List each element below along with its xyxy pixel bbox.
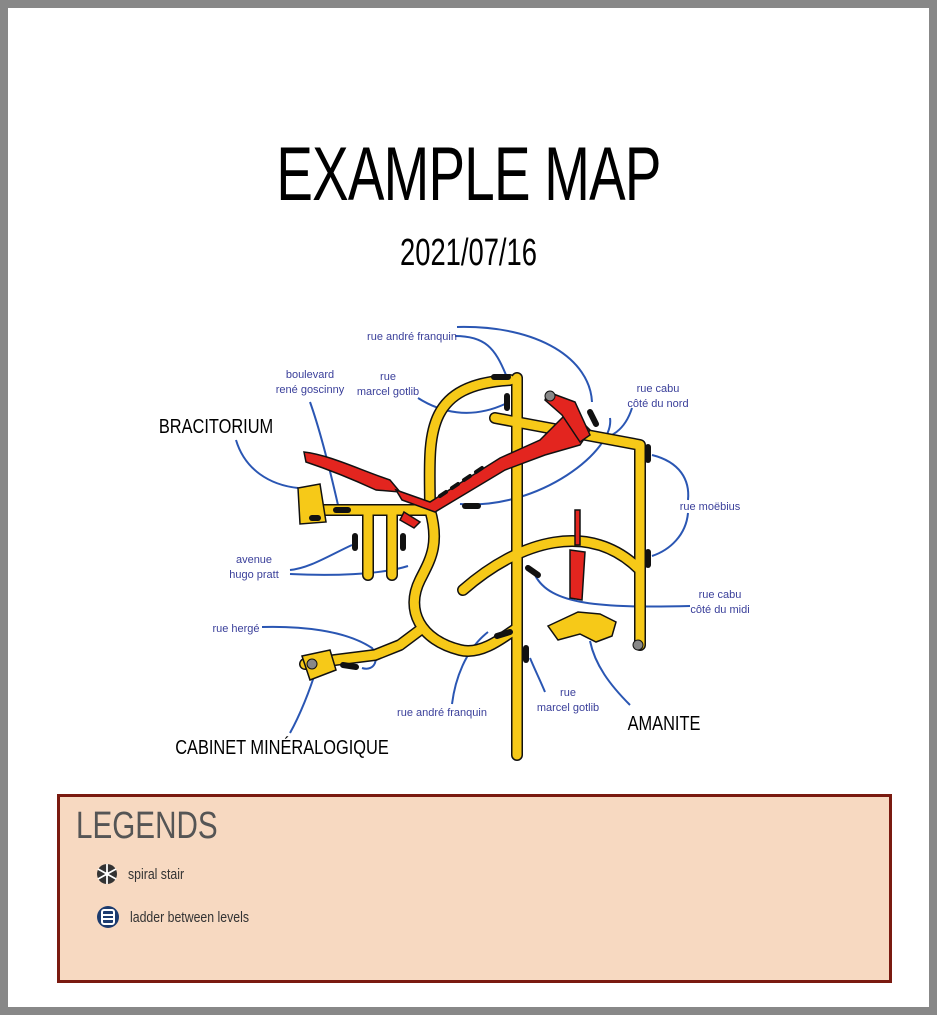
street-label-gotlib-top-1: rue xyxy=(380,371,396,383)
street-label-herge: rue hergé xyxy=(212,623,259,635)
legend-title: LEGENDS xyxy=(76,805,218,847)
street-label-cabu-nord-1: rue cabu xyxy=(637,383,680,395)
map-title: EXAMPLE MAP xyxy=(276,132,661,217)
access-markers xyxy=(309,374,651,670)
spiral-stair-icon xyxy=(97,864,117,884)
street-label-gotlib-top-2: marcel gotlib xyxy=(357,386,419,398)
street-label-cabu-midi-2: côté du midi xyxy=(690,604,749,616)
street-label-moebius: rue moëbius xyxy=(680,501,741,513)
legend-panel: LEGENDS spiral stair ladder between leve… xyxy=(57,794,892,983)
street-label-gotlib-bottom-2: marcel gotlib xyxy=(537,702,599,714)
street-links xyxy=(235,325,691,734)
street-label-andre-franquin-bottom: rue andré franquin xyxy=(397,707,487,719)
red-passages xyxy=(303,391,591,601)
street-label-hugo-pratt-2: hugo pratt xyxy=(229,569,279,581)
yellow-tunnels-fill xyxy=(300,373,645,760)
place-label-bracitorium: BRACITORIUM xyxy=(159,414,273,437)
legend-label-spiral-stair: spiral stair xyxy=(128,865,185,883)
ladder-icon xyxy=(97,906,119,928)
street-label-goscinny-1: boulevard xyxy=(286,369,334,381)
legend-label-ladder: ladder between levels xyxy=(130,908,249,926)
street-labels: rue andré franquin boulevard rené goscin… xyxy=(212,331,749,719)
yellow-rooms xyxy=(297,483,617,681)
red-passage-dashes xyxy=(438,466,484,498)
place-labels: BRACITORIUM CABINET MINÉRALOGIQUE AMANIT… xyxy=(159,414,701,758)
place-label-cabinet-mineralogique: CABINET MINÉRALOGIQUE xyxy=(175,735,389,758)
street-label-hugo-pratt-1: avenue xyxy=(236,554,272,566)
street-label-cabu-nord-2: côté du nord xyxy=(627,398,688,410)
map-date: 2021/07/16 xyxy=(400,232,537,274)
legend-item-ladder: ladder between levels xyxy=(96,905,275,929)
place-label-amanite: AMANITE xyxy=(628,711,701,734)
spiral-stair-icon xyxy=(306,390,644,670)
street-label-gotlib-bottom-1: rue xyxy=(560,687,576,699)
street-label-andre-franquin-top: rue andré franquin xyxy=(367,331,457,343)
street-label-cabu-midi-1: rue cabu xyxy=(699,589,742,601)
legend-item-spiral-stair: spiral stair xyxy=(96,863,196,885)
street-label-goscinny-2: rené goscinny xyxy=(276,384,345,396)
